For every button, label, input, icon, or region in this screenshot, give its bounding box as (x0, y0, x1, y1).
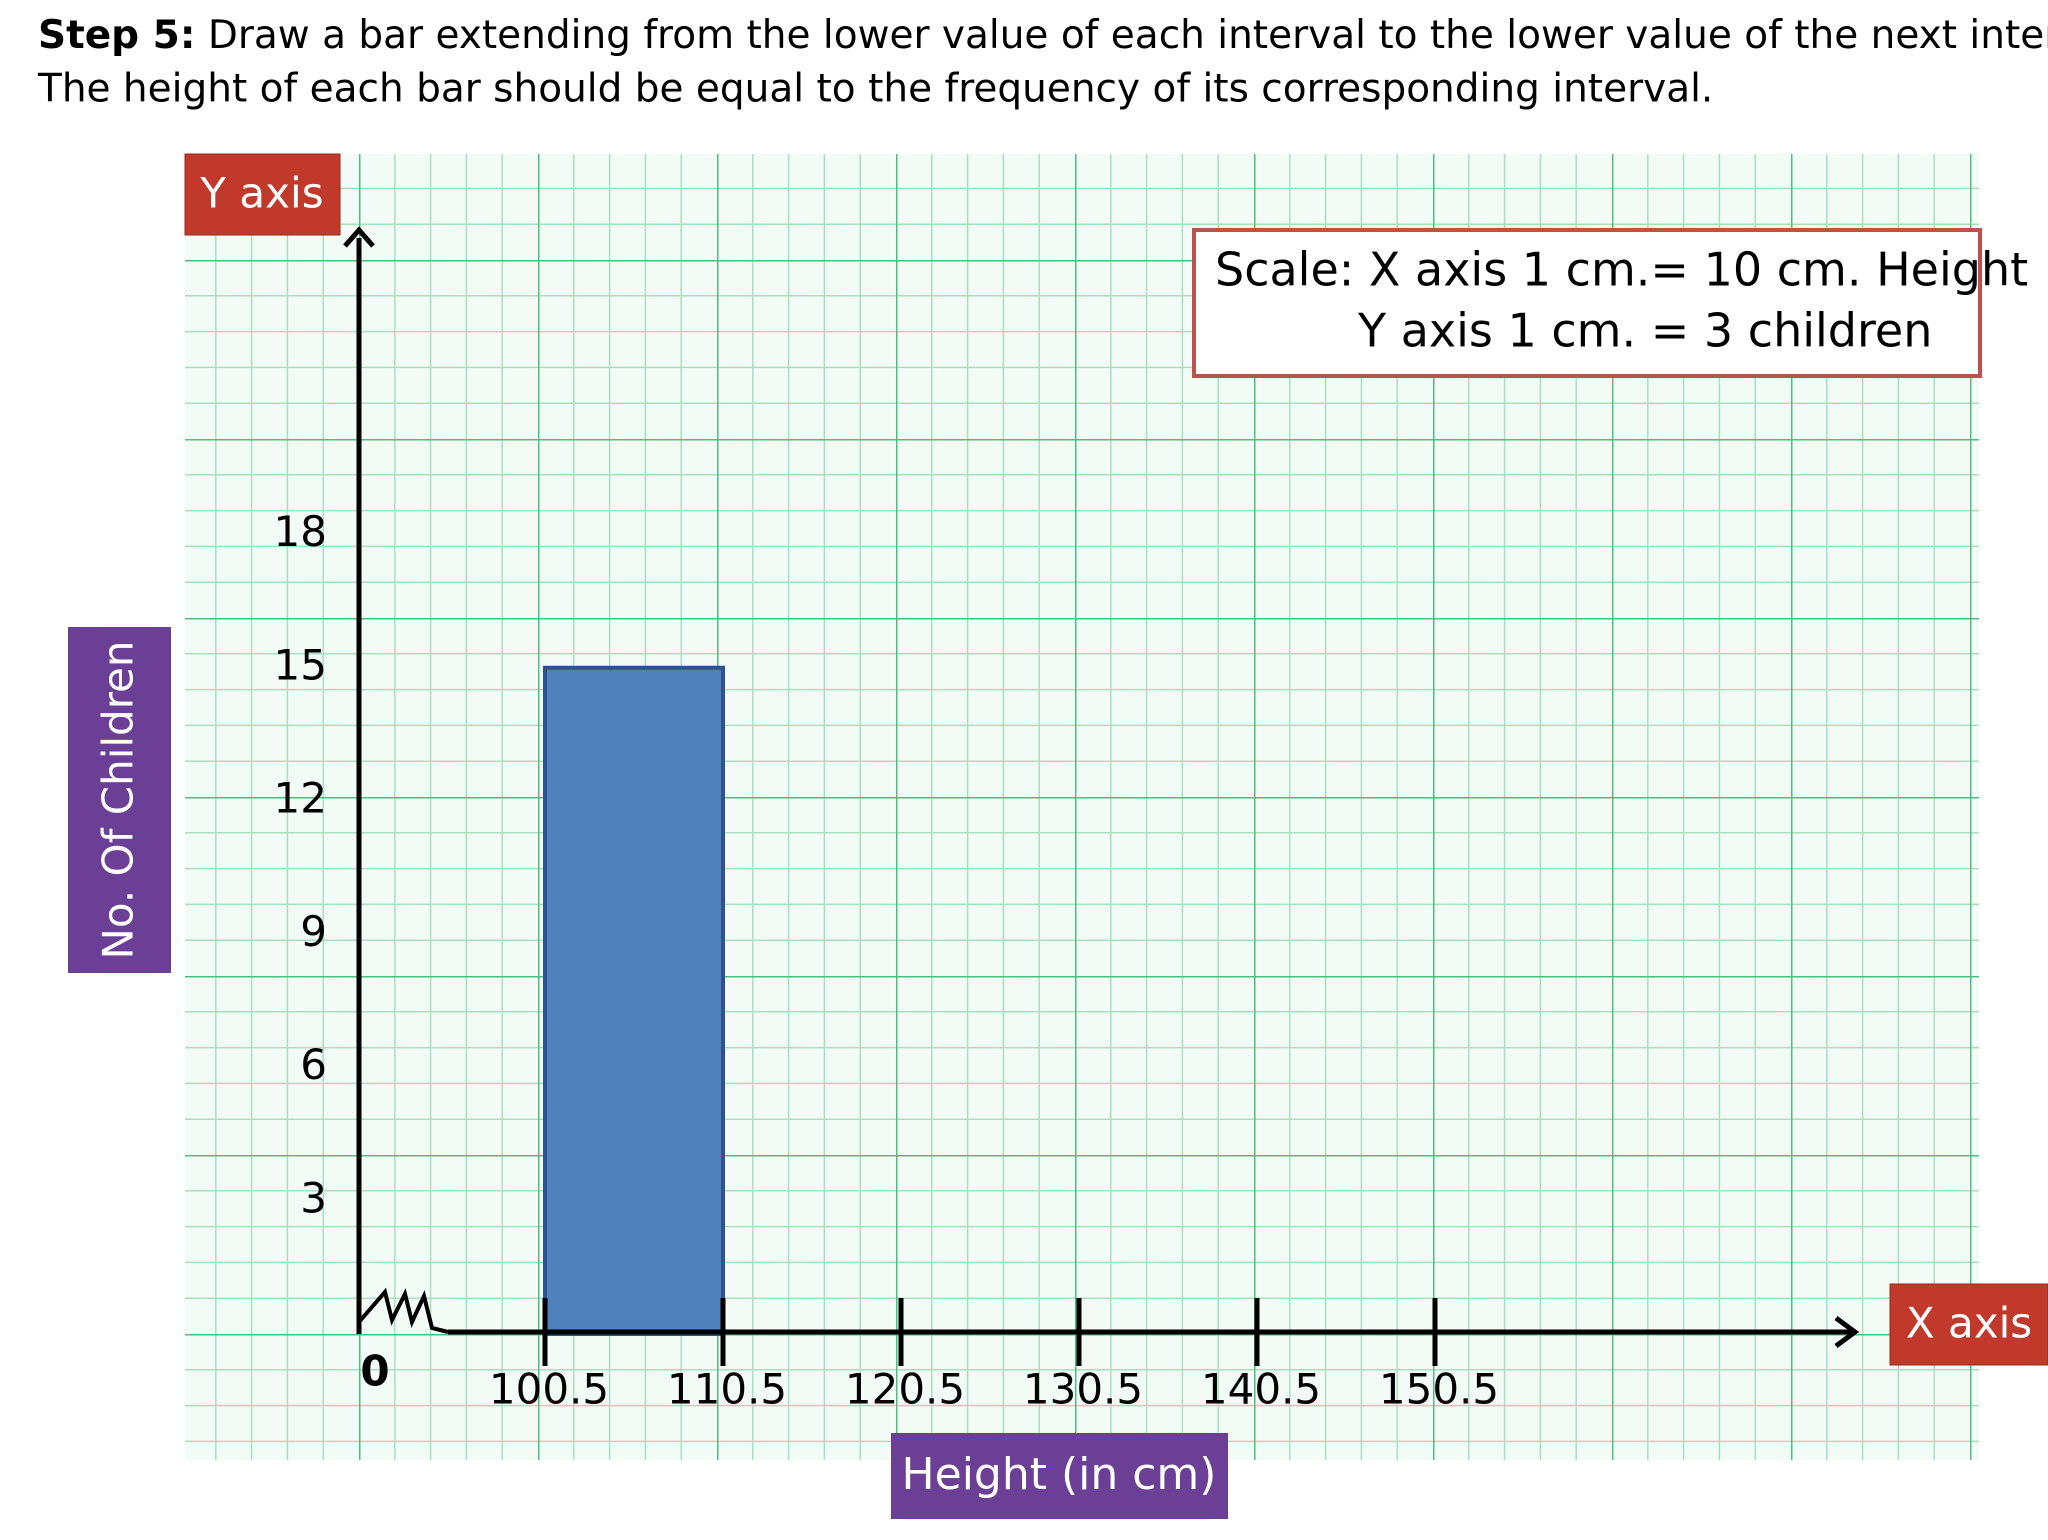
x-tick-label: 120.5 (845, 1365, 965, 1414)
x-tick-label: 100.5 (489, 1365, 609, 1414)
y-axis-tag: Y axis (199, 169, 323, 218)
scale-box (1192, 228, 1982, 378)
y-tick-label: 6 (300, 1040, 327, 1089)
x-tick-label: 130.5 (1023, 1365, 1143, 1414)
y-axis-label: No. Of Children (94, 640, 143, 959)
step-label: Step 5: (38, 13, 195, 58)
x-tick-label: 150.5 (1379, 1365, 1499, 1414)
instruction: Draw a bar extending from the lower valu… (208, 13, 2048, 58)
x-axis-label: Height (in cm) (902, 1449, 1217, 1500)
y-tick-label: 3 (300, 1173, 327, 1222)
y-arrow (343, 226, 375, 248)
axis-break (357, 1287, 449, 1334)
x-tick-label: 140.5 (1201, 1365, 1321, 1414)
instruction: The height of each bar should be equal t… (37, 67, 1713, 112)
x-label-box (891, 1433, 1228, 1519)
x-axis-tag: X axis (1906, 1299, 2032, 1348)
origin-label: 0 (360, 1347, 389, 1396)
y-tick-label: 12 (274, 774, 327, 823)
y-tick-label: 9 (300, 907, 327, 956)
x-axis-tag-box (1889, 1283, 2048, 1366)
scale-note: Y axis 1 cm. = 3 children (1357, 304, 1932, 358)
scale-note: Scale: X axis 1 cm.= 10 cm. Height (1215, 243, 2028, 297)
x-arrow (1834, 1315, 1860, 1349)
x-tick-label: 110.5 (667, 1365, 787, 1414)
plot (543, 665, 725, 1336)
y-label-box (68, 627, 171, 973)
bar (543, 665, 725, 1336)
heading-line: Step 5: Draw a bar extending from the lo… (38, 13, 2048, 58)
y-tick-label: 15 (274, 640, 327, 689)
y-tick-label: 18 (274, 507, 327, 556)
y-axis-tag-box (184, 153, 341, 236)
